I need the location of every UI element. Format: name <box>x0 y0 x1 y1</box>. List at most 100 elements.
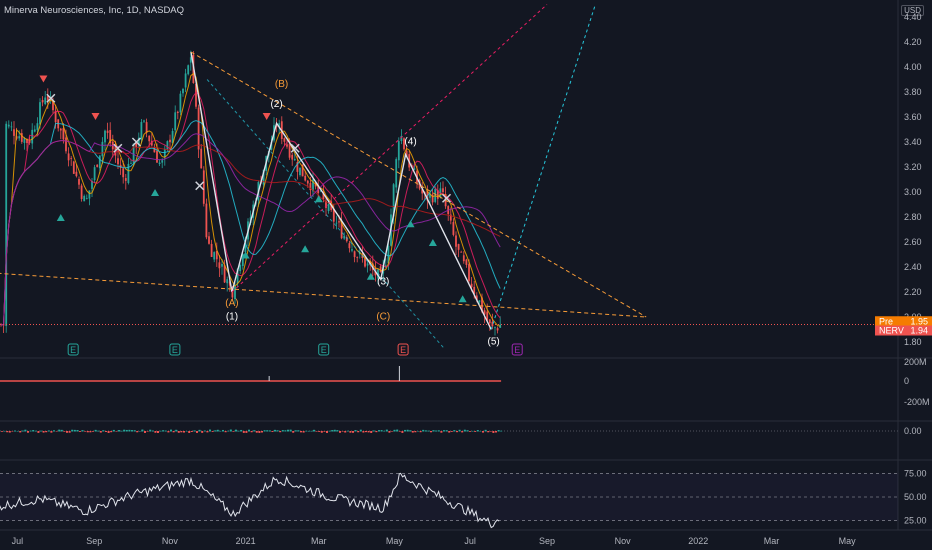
macd-bar <box>388 431 391 433</box>
candle-body <box>98 155 101 169</box>
wave-label[interactable]: (A) <box>225 298 238 309</box>
macd-bar <box>391 431 393 432</box>
buy-signal-icon[interactable] <box>301 245 310 253</box>
candle-body <box>189 57 192 63</box>
sell-signal-icon[interactable] <box>262 113 271 120</box>
candle-body <box>83 195 86 202</box>
sell-signal-icon[interactable] <box>39 75 48 83</box>
macd-bar <box>84 431 87 432</box>
buy-signal-icon[interactable] <box>458 295 467 303</box>
macd-bar <box>107 431 110 433</box>
sell-signal-icon[interactable] <box>91 113 100 120</box>
earnings-marker[interactable] <box>318 343 330 356</box>
macd-bar <box>359 429 362 432</box>
wave-label[interactable]: (1) <box>226 312 238 323</box>
wave-label[interactable]: (3) <box>377 277 389 288</box>
price-tick-label: 2.40 <box>904 262 922 272</box>
earnings-marker[interactable] <box>67 343 79 356</box>
buy-signal-icon[interactable] <box>241 251 250 259</box>
earnings-marker[interactable] <box>169 343 181 356</box>
cross-signal-icon[interactable] <box>46 93 56 103</box>
macd-bar <box>297 430 300 432</box>
buy-signal-icon[interactable] <box>428 239 437 246</box>
cross-signal-icon[interactable] <box>195 181 205 191</box>
macd-bar <box>8 431 11 433</box>
candle-body <box>400 135 403 142</box>
wave-label[interactable]: (C) <box>376 312 390 323</box>
candle-body <box>109 129 112 143</box>
macd-bar <box>125 429 128 432</box>
candle-body <box>182 88 184 94</box>
candle-body <box>163 148 166 158</box>
macd-bar <box>201 431 204 433</box>
buy-signal-icon[interactable] <box>406 220 415 228</box>
macd-bar <box>276 430 279 432</box>
cross-signal-icon[interactable] <box>290 143 300 153</box>
buy-signal-icon[interactable] <box>366 272 375 280</box>
candle-body <box>75 171 78 177</box>
candle-body <box>436 190 439 199</box>
candle-body <box>122 168 125 178</box>
candle-body <box>468 264 470 281</box>
candle-body <box>322 191 325 200</box>
macd-bar <box>294 430 297 432</box>
buy-signal-icon[interactable] <box>56 214 65 221</box>
macd-bar <box>266 430 269 432</box>
candle-body <box>452 222 455 235</box>
cross-signal-icon[interactable] <box>441 193 452 203</box>
candle-body <box>26 139 28 144</box>
candle-body <box>286 144 288 147</box>
currency-label[interactable]: USD <box>901 5 924 16</box>
macd-bar <box>170 429 172 432</box>
macd-bar <box>305 430 308 432</box>
price-badge-label: Pre <box>879 316 893 326</box>
candle-body <box>499 324 502 328</box>
price-badge[interactable]: NERV 1.94 <box>875 325 932 336</box>
candle-body <box>67 153 70 161</box>
candle-body <box>130 162 132 164</box>
macd-bar <box>81 430 84 432</box>
wave-label[interactable]: (5) <box>488 337 500 348</box>
price-badge[interactable]: Pre 1.95 <box>875 316 932 327</box>
projection-line[interactable] <box>231 4 548 293</box>
projection-line[interactable] <box>490 4 596 330</box>
buy-signal-icon[interactable] <box>151 189 160 196</box>
wave-zigzag[interactable] <box>190 51 492 330</box>
candle-body <box>291 154 294 160</box>
macd-bar <box>206 431 209 433</box>
earnings-marker-label: E <box>172 345 178 355</box>
cross-signal-icon[interactable] <box>131 137 141 147</box>
wave-label[interactable]: (B) <box>275 79 288 90</box>
candle-body <box>327 203 330 212</box>
candle-body <box>455 235 457 247</box>
candle-body <box>413 168 416 170</box>
price-tick-label: 2.20 <box>904 287 922 297</box>
candle-body <box>325 200 327 208</box>
macd-bar <box>258 431 261 433</box>
cross-signal-icon[interactable] <box>113 143 123 153</box>
candle-body <box>39 102 41 125</box>
macd-bar <box>177 431 180 433</box>
rsi-line <box>0 472 500 529</box>
macd-bar <box>92 431 94 432</box>
macd-bar <box>450 431 453 432</box>
trendline-upper[interactable] <box>190 51 647 318</box>
trendline-lower[interactable] <box>0 272 647 318</box>
candle-body <box>88 190 91 199</box>
earnings-marker-label: E <box>70 345 76 355</box>
candle-body <box>101 141 104 157</box>
candle-body <box>200 148 203 169</box>
macd-bar <box>229 429 232 432</box>
projection-line[interactable] <box>206 79 445 349</box>
macd-bar <box>66 431 68 433</box>
macd-bar <box>102 430 105 432</box>
earnings-marker[interactable] <box>397 343 409 356</box>
macd-bar <box>47 430 50 432</box>
earnings-marker[interactable] <box>511 343 523 356</box>
wave-label[interactable]: (2) <box>270 99 282 110</box>
candle-body <box>384 265 387 268</box>
wave-label[interactable]: (4) <box>404 137 416 148</box>
buy-signal-icon[interactable] <box>314 195 323 203</box>
candle-body <box>231 287 234 298</box>
